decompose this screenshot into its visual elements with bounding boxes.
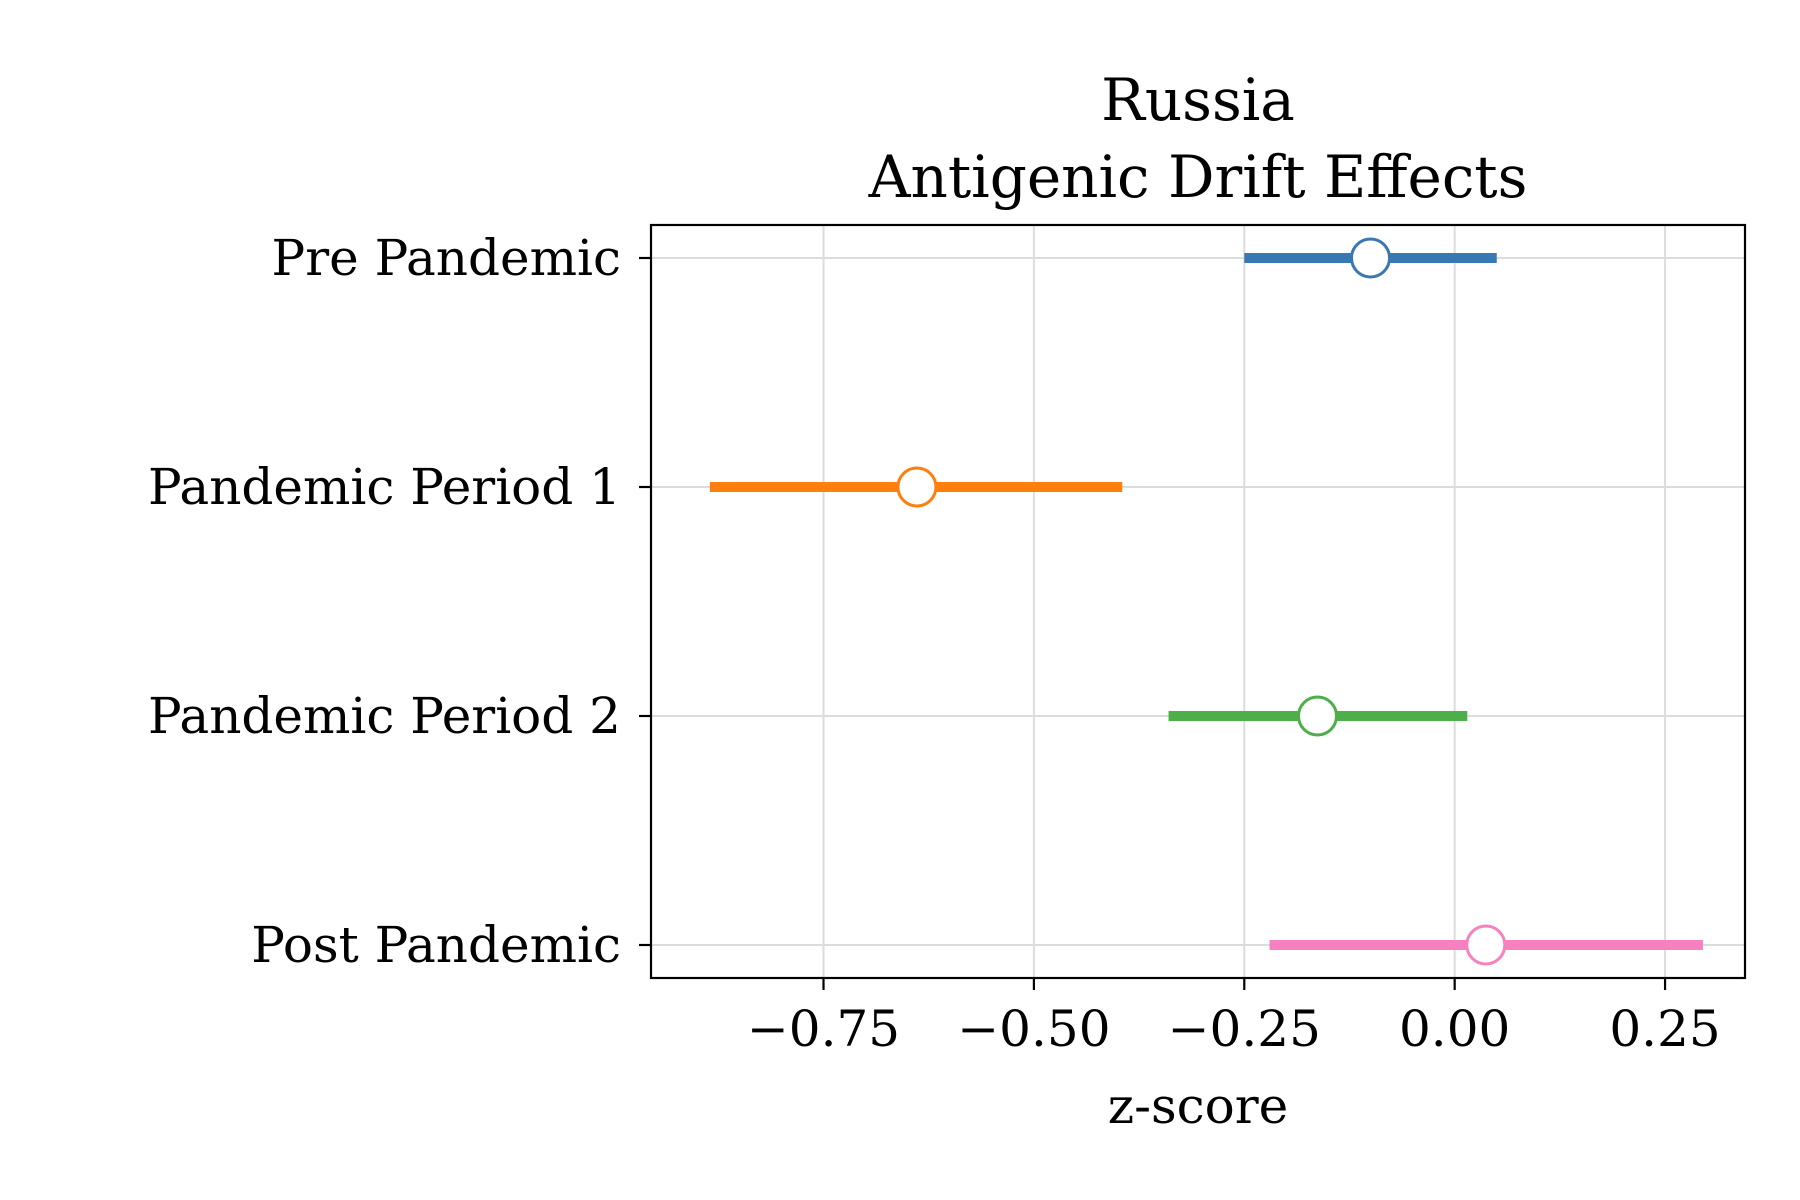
series-layer — [709, 237, 1703, 966]
estimate-marker — [1465, 924, 1507, 966]
y-tick-label: Pandemic Period 2 — [148, 687, 621, 745]
y-tick-label: Pandemic Period 1 — [148, 458, 621, 516]
y-tick-label: Post Pandemic — [251, 916, 621, 974]
estimate-marker — [896, 466, 938, 508]
x-axis-label: z-score — [1108, 1077, 1289, 1135]
axis-ticks: −0.75 −0.50 −0.25 0.00 0.25 Pre Pandemic Pande… — [148, 229, 1721, 1058]
x-tick-label: −0.75 — [747, 1000, 900, 1058]
grid — [651, 225, 1745, 978]
x-tick-label: 0.25 — [1609, 1000, 1720, 1058]
chart-subtitle: Antigenic Drift Effects — [868, 143, 1528, 211]
x-tick-label: −0.50 — [957, 1000, 1110, 1058]
y-tick-label: Pre Pandemic — [272, 229, 621, 287]
x-tick-label: 0.00 — [1399, 1000, 1510, 1058]
x-tick-label: −0.25 — [1168, 1000, 1321, 1058]
estimate-marker — [1296, 695, 1338, 737]
plot-frame — [649, 223, 1747, 980]
estimate-marker — [1350, 237, 1392, 279]
chart-title: Russia — [1101, 66, 1295, 134]
